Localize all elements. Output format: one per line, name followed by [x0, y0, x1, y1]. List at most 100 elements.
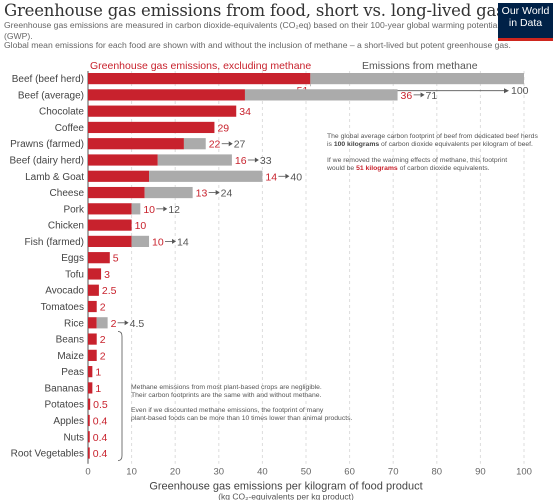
category-label: Beef (average) — [18, 90, 84, 101]
bar-excluding-methane — [88, 235, 132, 247]
value-label-excluding: 10 — [143, 204, 155, 216]
plant-annotation-line-3: Even if we discounted methane emissions,… — [131, 406, 324, 414]
category-label: Chocolate — [39, 107, 84, 118]
category-label: Beef (beef herd) — [12, 74, 84, 85]
value-label-excluding: 13 — [196, 188, 208, 200]
bar-excluding-methane — [88, 252, 110, 264]
bar-excluding-methane — [88, 73, 311, 85]
arrow-head — [254, 157, 259, 163]
category-label: Nuts — [63, 432, 84, 443]
value-label-excluding: 1 — [95, 367, 101, 379]
arrow-head — [504, 88, 509, 94]
value-label-total: 24 — [221, 188, 233, 200]
bar-excluding-methane — [88, 154, 158, 166]
category-label: Lamb & Goat — [25, 172, 84, 183]
category-label: Beef (dairy herd) — [10, 156, 84, 167]
bar-excluding-methane — [88, 366, 93, 378]
bar-excluding-methane — [88, 398, 91, 410]
value-label-excluding: 0.4 — [93, 432, 108, 444]
value-label-total: 71 — [426, 90, 438, 102]
bar-excluding-methane — [88, 186, 145, 199]
value-label-excluding: 22 — [209, 139, 221, 151]
plant-annotation-line-1: Methane emissions from most plant-based … — [131, 384, 322, 391]
category-label: Tomatoes — [41, 302, 84, 313]
category-label: Peas — [61, 367, 84, 378]
bar-excluding-methane — [88, 300, 97, 313]
category-label: Avocado — [45, 286, 84, 297]
arrow-head — [215, 190, 220, 196]
category-label: Eggs — [61, 253, 84, 264]
beef-annotation: The global average carbon footprint of b… — [327, 133, 553, 174]
category-label: Bananas — [45, 383, 84, 394]
category-label: Cheese — [50, 188, 85, 199]
x-axis-label: Greenhouse gas emissions per kilogram of… — [149, 481, 422, 493]
plant-annotation-line-2: Their carbon footprints are the same wit… — [131, 392, 322, 400]
beef-annotation-bold: 100 kilograms — [333, 141, 380, 149]
bar-excluding-methane — [88, 317, 97, 329]
x-axis-sublabel: (kg CO₂-equivalents per kg product) — [218, 492, 354, 500]
bar-excluding-methane — [88, 268, 102, 280]
plant-annotation: Methane emissions from most plant-based … — [131, 384, 391, 424]
value-label-total: 12 — [168, 204, 180, 216]
value-label-excluding: 2 — [111, 318, 117, 330]
arrow-head — [172, 238, 177, 244]
value-label-excluding: 10 — [135, 220, 147, 232]
chart-title: Greenhouse gas emissions from food, shor… — [4, 1, 523, 20]
beef-annotation-line-4: would be 51 kilograms of carbon dioxide … — [327, 165, 490, 173]
category-label: Fish (farmed) — [25, 237, 84, 248]
value-label-excluding: 0.4 — [93, 415, 108, 427]
arrow-head — [228, 141, 233, 147]
arrow-head — [285, 173, 290, 179]
category-label: Beans — [56, 335, 84, 346]
logo-line-2: in Data — [508, 17, 543, 29]
bar-methane — [144, 186, 193, 199]
x-tick-label: 60 — [344, 467, 355, 478]
bar-methane — [96, 317, 108, 329]
x-tick-label: 90 — [475, 467, 486, 478]
value-label-total: 33 — [260, 155, 272, 167]
value-label-excluding: 10 — [152, 236, 164, 248]
bar-excluding-methane — [88, 219, 132, 231]
bar-excluding-methane — [88, 382, 93, 394]
value-label-total: 4.5 — [130, 318, 145, 330]
x-tick-label: 50 — [301, 467, 312, 478]
category-label: Potatoes — [45, 400, 84, 411]
arrow-head — [420, 92, 425, 98]
x-tick-label: 10 — [126, 467, 137, 478]
beef-annotation-red: 51 kilograms — [356, 165, 398, 173]
bar-excluding-methane — [88, 431, 90, 443]
category-label: Apples — [53, 416, 84, 427]
category-label: Rice — [64, 318, 84, 329]
value-label-excluding: 14 — [265, 171, 277, 183]
value-label-excluding: 16 — [235, 155, 247, 167]
value-label-excluding: 0.4 — [93, 448, 108, 460]
value-label-excluding: 1 — [95, 383, 101, 395]
bar-methane — [183, 138, 206, 150]
arrow-head — [163, 206, 168, 212]
plant-bracket — [117, 331, 123, 462]
value-label-excluding: 3 — [104, 269, 110, 281]
category-label: Pork — [63, 204, 85, 215]
bar-excluding-methane — [88, 447, 90, 459]
bar-excluding-methane — [88, 138, 184, 150]
x-tick-label: 30 — [214, 467, 225, 478]
value-label-total: 40 — [290, 171, 302, 183]
x-tick-label: 70 — [388, 467, 399, 478]
owid-logo[interactable]: Our World in Data — [498, 3, 553, 41]
value-label-excluding: 2.5 — [102, 285, 117, 297]
beef-annotation-line-1: The global average carbon footprint of b… — [327, 133, 538, 140]
x-tick-label: 100 — [516, 467, 532, 478]
x-tick-label: 20 — [170, 467, 181, 478]
arrow-head — [124, 320, 129, 326]
bar-excluding-methane — [88, 284, 99, 296]
value-label-excluding: 2 — [100, 334, 106, 346]
value-label-excluding: 0.5 — [93, 399, 108, 411]
category-label: Chicken — [48, 221, 84, 232]
value-label-total: 100 — [511, 85, 529, 97]
logo-line-1: Our World — [501, 5, 550, 17]
value-label-excluding: 34 — [239, 106, 251, 118]
category-label: Coffee — [55, 123, 85, 134]
legend-methane: Emissions from methane — [362, 60, 478, 72]
value-label-total: 14 — [177, 236, 189, 248]
